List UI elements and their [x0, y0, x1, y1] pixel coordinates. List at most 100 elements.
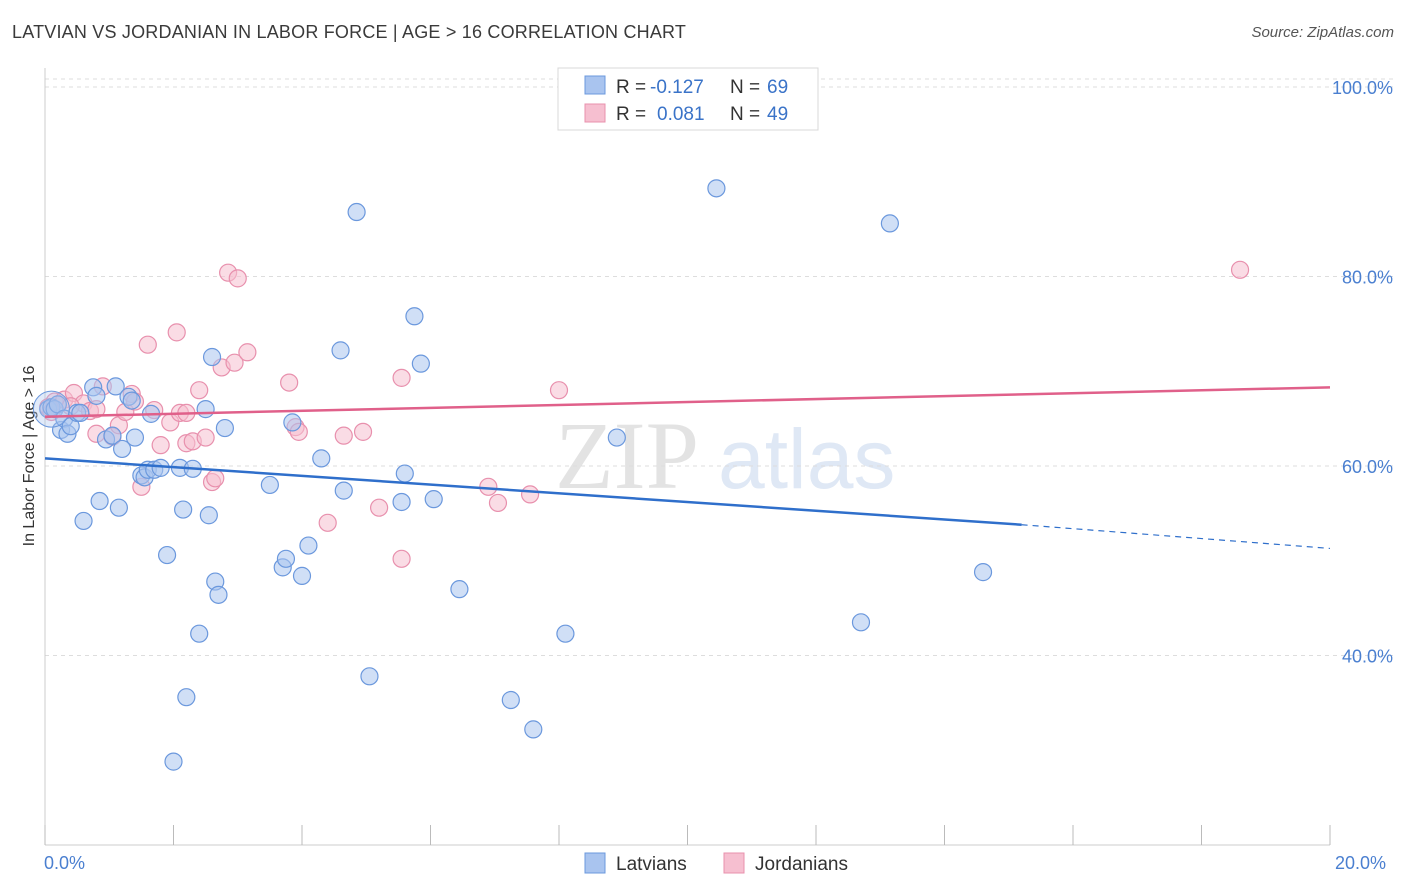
jordanian-point	[206, 469, 225, 488]
latvian-point	[851, 613, 871, 632]
latvian-point	[276, 549, 296, 568]
jordanian-point	[488, 493, 508, 513]
latvian-point	[174, 500, 193, 519]
jordanian-point	[280, 373, 299, 392]
latvian-point	[103, 426, 122, 445]
y-tick-label: 40.0%	[1342, 646, 1393, 666]
latvian-point	[312, 449, 331, 468]
series-legend: Latvians Jordanians	[584, 852, 848, 875]
latvian-point	[199, 506, 218, 525]
latvian-points	[32, 179, 993, 771]
latvian-point	[74, 511, 93, 531]
latvian-point	[973, 563, 993, 582]
latvian-point	[209, 585, 228, 604]
latvian-point	[157, 545, 177, 565]
latvians-legend-swatch	[584, 852, 606, 874]
latvian-point	[71, 403, 90, 423]
jordanian-point	[549, 381, 569, 400]
jordanian-point	[238, 343, 257, 362]
latvian-point	[501, 690, 520, 710]
jordanians-legend-label: Jordanians	[755, 854, 848, 875]
watermark-atlas: atlas	[718, 412, 895, 506]
jordanian-trend-line	[44, 386, 1331, 418]
jordanian-point	[196, 428, 215, 447]
jordanian-point	[1230, 260, 1250, 279]
latvian-point	[334, 481, 353, 500]
latvian-point	[196, 400, 215, 419]
latvian-point	[90, 491, 109, 511]
latvian-point	[556, 624, 575, 643]
latvian-point	[87, 386, 106, 405]
watermark-zip: ZIP	[555, 402, 699, 509]
latvian-point	[392, 492, 411, 512]
latvian-point	[524, 720, 543, 739]
latvian-legend-swatch	[584, 75, 606, 95]
jordanian-point	[479, 477, 498, 496]
latvian-point	[164, 752, 183, 771]
chart-title: LATVIAN VS JORDANIAN IN LABOR FORCE | AG…	[12, 22, 687, 42]
x-tick-label-max: 20.0%	[1335, 853, 1386, 873]
latvian-n-label: N =	[730, 77, 760, 98]
jordanian-r-value: 0.081	[657, 104, 705, 125]
latvian-trend-line	[44, 457, 1022, 526]
latvian-point	[112, 439, 132, 459]
latvian-point	[202, 347, 222, 367]
jordanian-point	[318, 513, 337, 532]
jordanian-point	[520, 485, 540, 504]
latvian-point	[125, 428, 145, 447]
latvian-point	[395, 464, 414, 483]
latvian-point	[299, 536, 318, 555]
latvian-point	[405, 307, 424, 326]
latvian-point	[707, 179, 726, 198]
jordanian-r-label: R =	[616, 104, 646, 125]
x-tick-marks	[44, 825, 1331, 845]
jordanian-point	[151, 436, 170, 455]
latvian-point	[880, 214, 899, 233]
latvian-point	[122, 391, 141, 410]
latvian-r-value: -0.127	[650, 77, 704, 98]
latvian-point	[109, 498, 128, 517]
jordanian-point	[392, 549, 411, 568]
latvian-n-value: 69	[767, 77, 788, 98]
latvian-r-label: R =	[616, 77, 646, 98]
latvian-point	[347, 202, 366, 222]
latvians-legend-label: Latvians	[616, 854, 687, 875]
jordanians-legend-swatch	[723, 852, 745, 874]
y-tick-label: 80.0%	[1342, 267, 1393, 287]
jordanian-point	[138, 335, 157, 354]
latvian-point	[190, 624, 209, 643]
jordanian-point	[392, 368, 411, 387]
latvian-point	[106, 377, 125, 396]
latvian-point-cluster	[32, 390, 70, 428]
jordanian-legend-swatch	[584, 103, 606, 123]
y-tick-label: 60.0%	[1342, 457, 1393, 477]
latvian-point	[177, 688, 196, 707]
latvian-point	[607, 428, 626, 447]
y-tick-labels: 40.0% 60.0% 80.0% 100.0%	[1332, 78, 1393, 667]
latvian-point	[331, 341, 350, 360]
jordanian-n-label: N =	[730, 104, 760, 125]
latvian-point	[292, 566, 312, 585]
latvian-point	[260, 475, 279, 495]
latvian-point	[411, 354, 430, 373]
latvian-point	[450, 580, 469, 599]
latvian-point	[215, 418, 234, 438]
jordanian-point	[167, 323, 186, 342]
jordanian-point	[353, 422, 373, 441]
y-axis-label: In Labor Force | Age > 16	[21, 366, 38, 547]
jordanian-point	[370, 498, 389, 517]
latvian-point	[283, 413, 302, 432]
latvian-trend-extension	[1021, 524, 1331, 550]
jordanian-point	[225, 353, 244, 372]
jordanian-n-value: 49	[767, 104, 788, 125]
stats-legend: R = -0.127 N = 69 R = 0.081 N = 49	[557, 67, 819, 131]
trend-lines	[44, 386, 1331, 550]
y-tick-label: 100.0%	[1332, 78, 1393, 98]
latvian-point	[424, 490, 443, 509]
jordanian-point	[228, 269, 247, 288]
x-tick-label-min: 0.0%	[44, 853, 85, 873]
grid-lines	[45, 78, 1395, 656]
jordanian-point	[190, 381, 209, 400]
latvian-point	[360, 667, 379, 686]
